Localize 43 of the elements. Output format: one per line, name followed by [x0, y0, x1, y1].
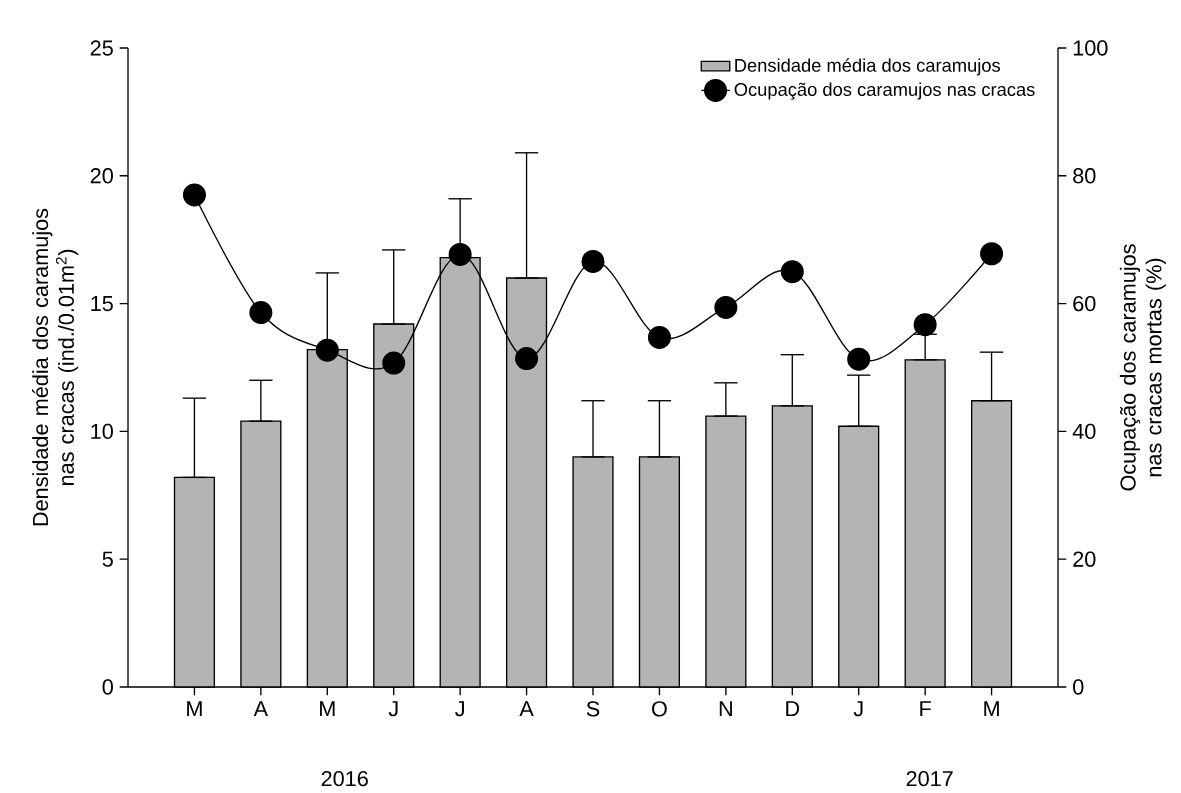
- text: 2016: [321, 770, 368, 787]
- point: [647, 325, 671, 349]
- y2-axis-title: Ocupação dos caramujos nas cracas mortas (%): [1119, 244, 1166, 491]
- point: [182, 183, 206, 207]
- point: [913, 313, 937, 337]
- y2-tick-label: 100: [1073, 40, 1108, 56]
- point: [980, 242, 1004, 266]
- point: [780, 260, 804, 284]
- point: [382, 351, 406, 375]
- x-tick-label: J: [388, 701, 398, 717]
- y-tick-label: 25: [90, 40, 113, 56]
- point: [847, 347, 871, 371]
- x-tick-label: N: [719, 701, 732, 717]
- legend-label: Ocupação dos caramujos nas cracas: [734, 82, 1035, 100]
- x-tick-label: J: [853, 701, 863, 717]
- x-tick-label: M: [320, 701, 335, 717]
- y-tick-label: 15: [91, 296, 113, 312]
- point: [448, 242, 472, 266]
- point: [315, 338, 339, 362]
- point: [581, 249, 605, 273]
- y-tick-label: 0: [102, 679, 113, 695]
- x-tick-label: A: [519, 701, 534, 717]
- point: [515, 347, 539, 371]
- x-tick-label: A: [253, 701, 269, 717]
- y2-tick-label: 20: [1073, 551, 1096, 567]
- x-tick-label: D: [786, 701, 800, 717]
- x-tick-label: J: [455, 701, 464, 717]
- x-tick-label: M: [984, 701, 999, 717]
- point: [249, 301, 273, 325]
- x-tick-label: S: [586, 701, 600, 717]
- y-tick-label: 10: [91, 423, 113, 440]
- y2-tick-label: 60: [1073, 295, 1096, 312]
- point: [714, 295, 738, 319]
- y-tick-label: 5: [102, 551, 113, 567]
- x-tick-label: M: [187, 701, 202, 717]
- y2-tick-label: 0: [1073, 679, 1084, 695]
- x-tick-label: F: [920, 701, 931, 717]
- x-tick-label: O: [652, 701, 667, 717]
- text: 2017: [906, 770, 953, 787]
- y2-tick-label: 80: [1073, 168, 1096, 184]
- y2-tick-label: 40: [1072, 423, 1096, 440]
- legend-label: Densidade média dos caramujos: [735, 58, 1001, 76]
- y-tick-label: 20: [90, 168, 113, 184]
